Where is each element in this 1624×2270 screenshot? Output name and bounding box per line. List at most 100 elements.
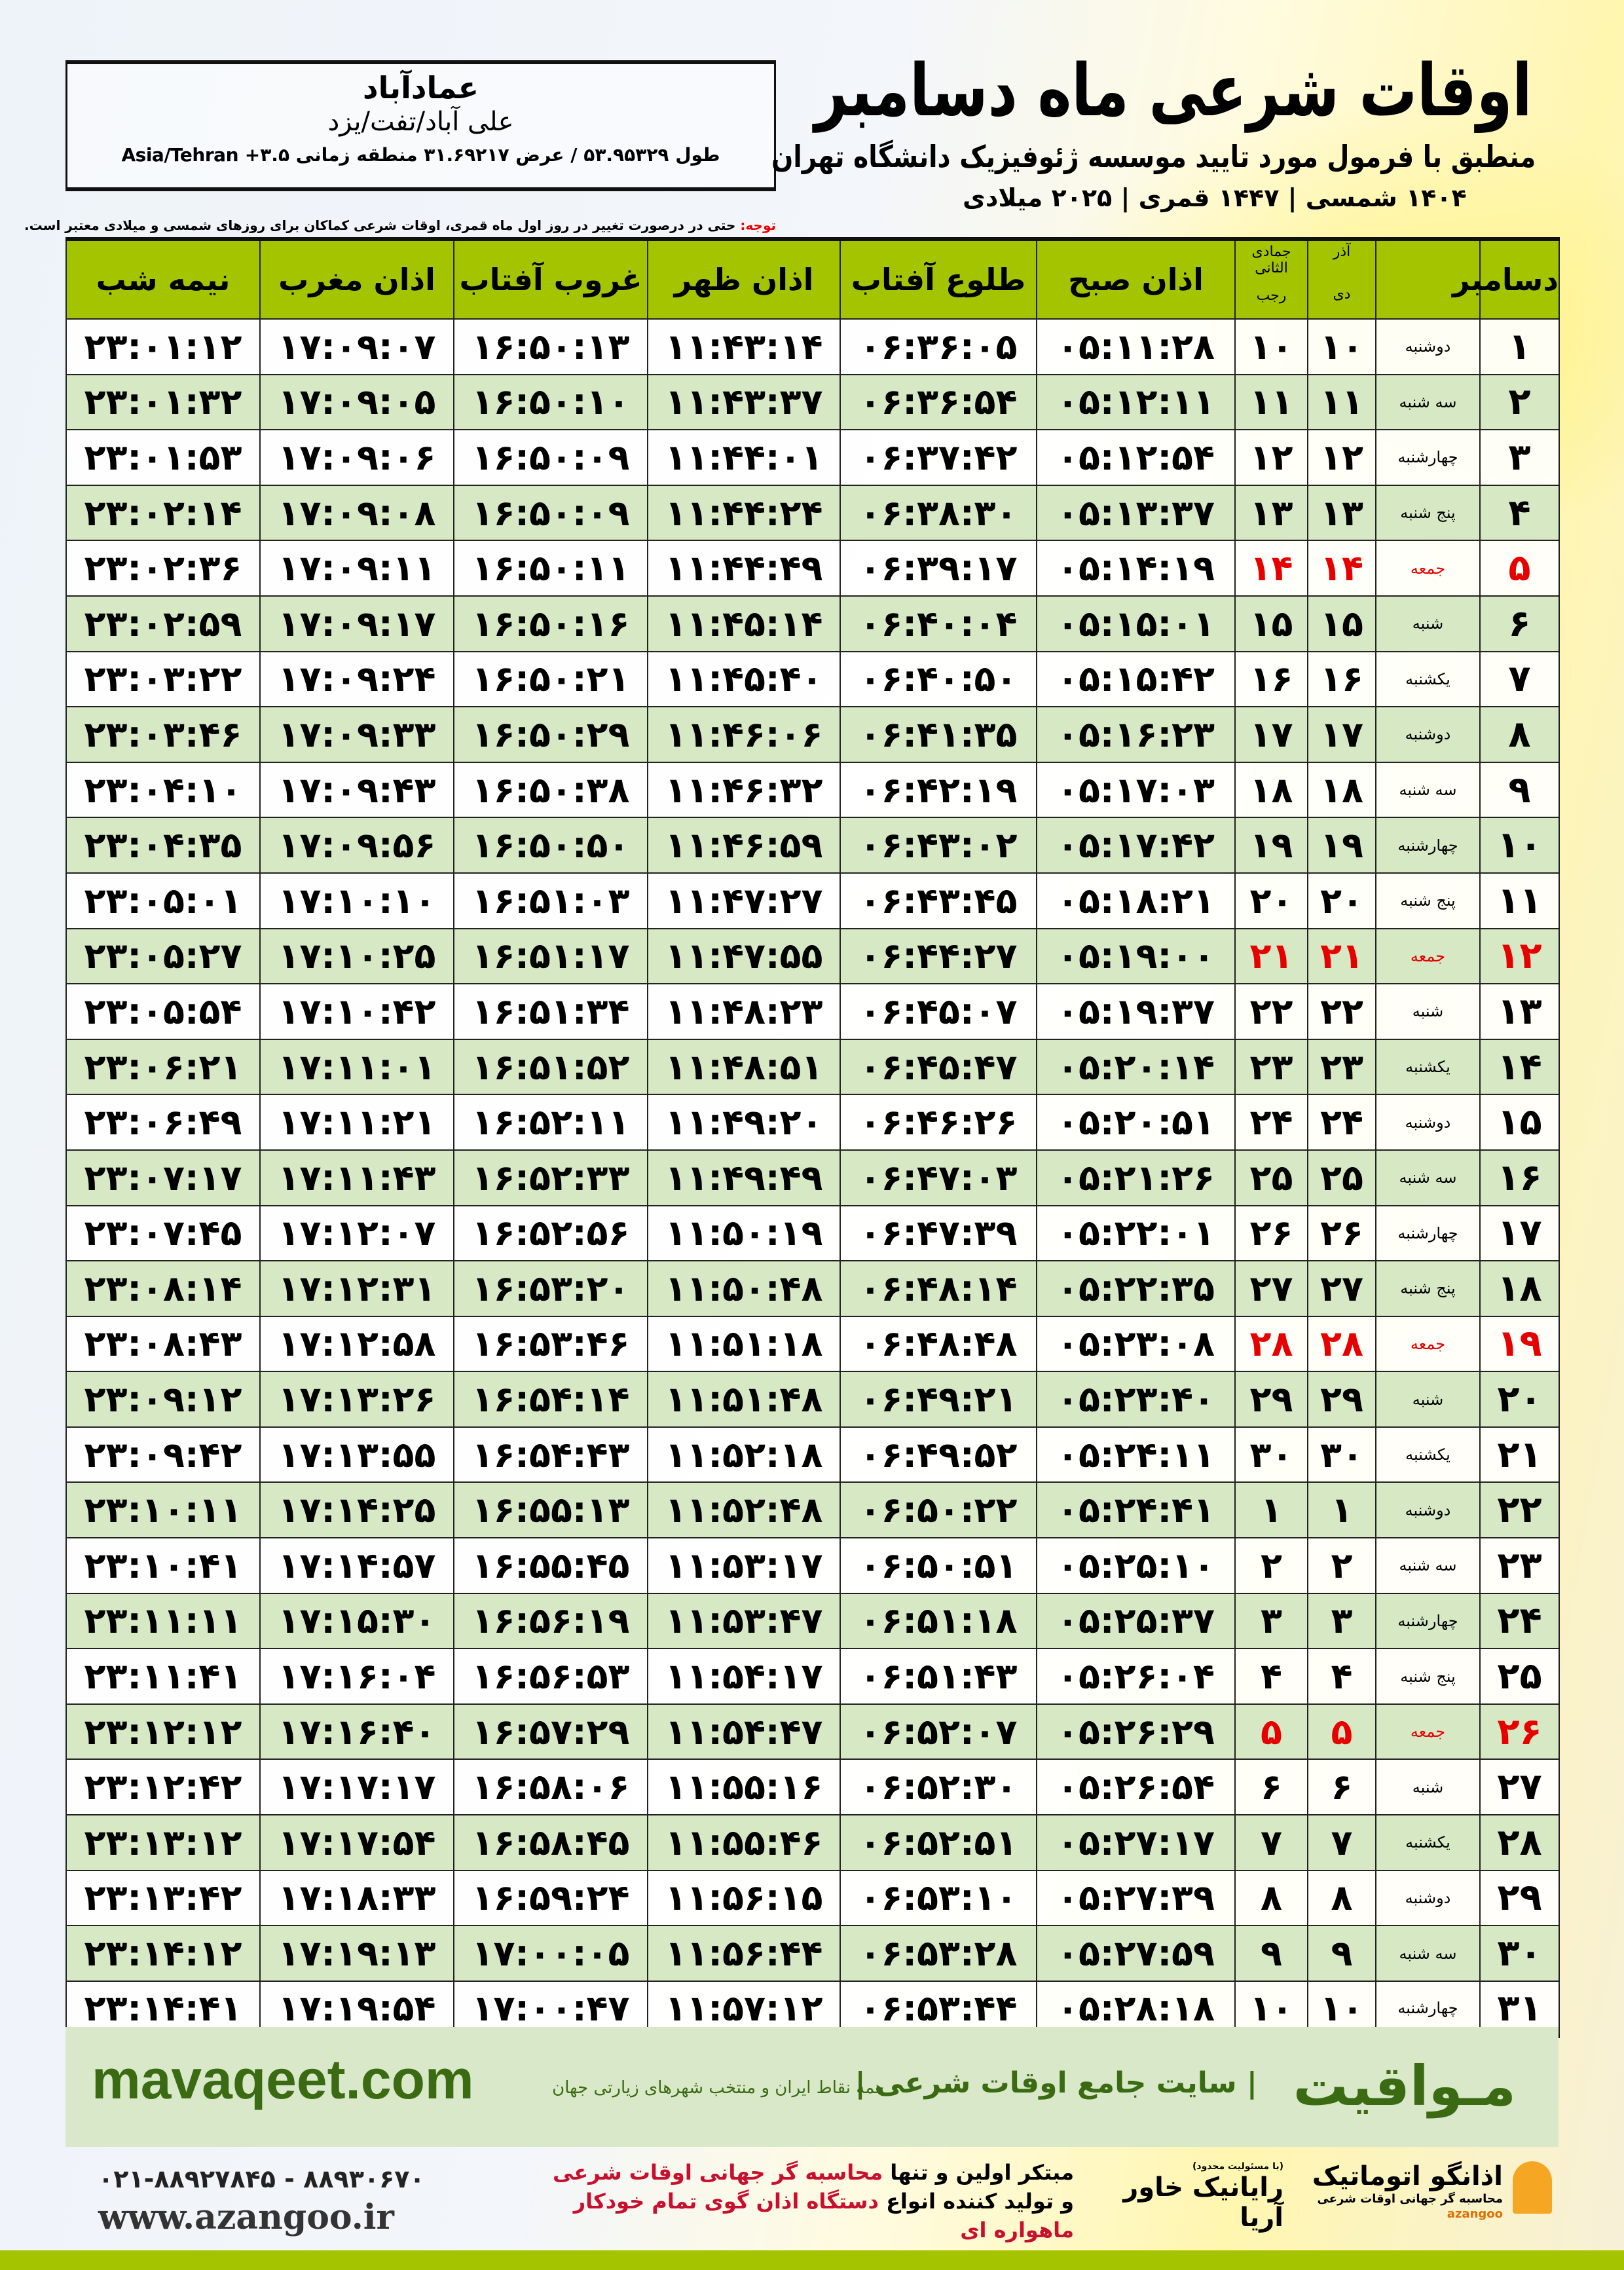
sunset-time: ۱۶:۵۰:۰۹ — [453, 429, 648, 486]
maghrib-time: ۱۷:۱۸:۳۳ — [259, 1869, 454, 1927]
fajr-time: ۰۵:۲۷:۵۹ — [1036, 1925, 1236, 1982]
weekday: یکشنبه — [1375, 1038, 1481, 1096]
header-qamari: جمادی الثانی رجب — [1234, 237, 1308, 320]
table-row: ۲۱ یکشنبه ۳۰ ۳۰ ۰۵:۲۴:۱۱ ۰۶:۴۹:۵۲ ۱۱:۵۲:۱۸ ۱۶:۵… — [65, 1426, 1560, 1483]
shamsi-day: ۱۷ — [1307, 706, 1376, 763]
maghrib-time: ۱۷:۱۶:۰۴ — [259, 1648, 454, 1705]
sunrise-time: ۰۶:۴۰:۰۴ — [840, 595, 1037, 652]
dhuhr-time: ۱۱:۵۴:۱۷ — [647, 1648, 841, 1705]
qamari-day: ۲۷ — [1234, 1260, 1308, 1317]
day-number: ۲۱ — [1479, 1426, 1560, 1483]
weekday: پنج شنبه — [1375, 484, 1481, 542]
day-number: ۲۰ — [1479, 1371, 1560, 1428]
sunrise-time: ۰۶:۴۲:۱۹ — [840, 761, 1037, 819]
dhuhr-time: ۱۱:۴۴:۲۴ — [647, 484, 841, 542]
dhuhr-time: ۱۱:۵۰:۱۹ — [647, 1204, 841, 1262]
shamsi-day: ۱۹ — [1307, 817, 1376, 874]
qamari-day: ۴ — [1234, 1648, 1308, 1705]
azangoo-logo: اذانگو اتوماتیک محاسبه گر جهانی اوقات شرع… — [1312, 2161, 1503, 2222]
table-row: ۱۴ یکشنبه ۲۳ ۲۳ ۰۵:۲۰:۱۴ ۰۶:۴۵:۴۷ ۱۱:۴۸:۵۱ ۱۶:۵… — [65, 1038, 1560, 1096]
shamsi-day: ۲۵ — [1307, 1149, 1376, 1206]
sunrise-time: ۰۶:۴۴:۲۷ — [840, 927, 1037, 985]
dhuhr-time: ۱۱:۵۵:۱۶ — [647, 1758, 841, 1816]
day-number: ۲۶ — [1479, 1703, 1560, 1760]
dhuhr-time: ۱۱:۴۴:۰۱ — [647, 429, 841, 486]
maghrib-time: ۱۷:۱۷:۱۷ — [259, 1758, 454, 1816]
fajr-time: ۰۵:۱۵:۰۱ — [1036, 595, 1236, 652]
qamari-day: ۶ — [1234, 1758, 1308, 1816]
sunset-time: ۱۶:۵۰:۱۰ — [453, 373, 648, 431]
qamari-day: ۳ — [1234, 1592, 1308, 1650]
qamari-day: ۳۰ — [1234, 1426, 1308, 1483]
fajr-time: ۰۵:۱۵:۴۲ — [1036, 650, 1236, 708]
sunset-time: ۱۶:۵۹:۲۴ — [453, 1869, 648, 1927]
maghrib-time: ۱۷:۰۹:۲۴ — [259, 650, 454, 708]
weekday: سه شنبه — [1375, 1537, 1481, 1594]
weekday: چهارشنبه — [1375, 429, 1481, 486]
qamari-day: ۱۱ — [1234, 373, 1308, 431]
table-row: ۲۸ یکشنبه ۷ ۷ ۰۵:۲۷:۱۷ ۰۶:۵۲:۵۱ ۱۱:۵۵:۴۶ ۱۶:۵۸:… — [65, 1814, 1560, 1871]
header-weekday — [1375, 237, 1481, 320]
prayer-times-table: دسامبر آذر دی جمادی الثانی رجب اذان صبح طل… — [65, 237, 1560, 2039]
fajr-time: ۰۵:۲۲:۰۱ — [1036, 1204, 1236, 1262]
sunrise-time: ۰۶:۴۳:۴۵ — [840, 872, 1037, 929]
bottom-bar — [0, 2250, 1624, 2270]
qamari-day: ۷ — [1234, 1814, 1308, 1871]
table-row: ۱ دوشنبه ۱۰ ۱۰ ۰۵:۱۱:۲۸ ۰۶:۳۶:۰۵ ۱۱:۴۳:۱۴ ۱۶:۵۰… — [65, 318, 1560, 375]
dhuhr-time: ۱۱:۵۳:۴۷ — [647, 1592, 841, 1650]
shamsi-day: ۲۴ — [1307, 1094, 1376, 1151]
weekday: دوشنبه — [1375, 1094, 1481, 1151]
dhuhr-time: ۱۱:۵۰:۴۸ — [647, 1260, 841, 1317]
shamsi-day: ۲۷ — [1307, 1260, 1376, 1317]
day-number: ۳ — [1479, 429, 1560, 486]
weekday: سه شنبه — [1375, 1149, 1481, 1206]
day-number: ۲۵ — [1479, 1648, 1560, 1705]
midnight-time: ۲۳:۰۴:۱۰ — [65, 761, 261, 819]
sunrise-time: ۰۶:۵۲:۳۰ — [840, 1758, 1037, 1816]
dhuhr-time: ۱۱:۴۴:۴۹ — [647, 540, 841, 597]
dhuhr-time: ۱۱:۵۲:۱۸ — [647, 1426, 841, 1483]
midnight-time: ۲۳:۰۸:۴۳ — [65, 1315, 261, 1373]
qamari-day: ۱۲ — [1234, 429, 1308, 486]
sunrise-time: ۰۶:۵۰:۲۲ — [840, 1481, 1037, 1539]
weekday: شنبه — [1375, 595, 1481, 652]
sunrise-time: ۰۶:۴۵:۴۷ — [840, 1038, 1037, 1096]
sunrise-time: ۰۶:۴۸:۴۸ — [840, 1315, 1037, 1373]
table-row: ۱۵ دوشنبه ۲۴ ۲۴ ۰۵:۲۰:۵۱ ۰۶:۴۶:۲۶ ۱۱:۴۹:۲۰ ۱۶:۵… — [65, 1094, 1560, 1151]
weekday: پنج شنبه — [1375, 1260, 1481, 1317]
maghrib-time: ۱۷:۱۲:۳۱ — [259, 1260, 454, 1317]
table-row: ۱۲ جمعه ۲۱ ۲۱ ۰۵:۱۹:۰۰ ۰۶:۴۴:۲۷ ۱۱:۴۷:۵۵ ۱۶:۵۱:… — [65, 927, 1560, 985]
shamsi-day: ۵ — [1307, 1703, 1376, 1760]
table-row: ۲۵ پنج شنبه ۴ ۴ ۰۵:۲۶:۰۴ ۰۶:۵۱:۴۳ ۱۱:۵۴:۱۷ ۱۶:۵… — [65, 1648, 1560, 1705]
maghrib-time: ۱۷:۰۹:۰۷ — [259, 318, 454, 375]
sunset-time: ۱۶:۵۱:۳۴ — [453, 983, 648, 1040]
midnight-time: ۲۳:۰۸:۱۴ — [65, 1260, 261, 1317]
maghrib-time: ۱۷:۰۹:۰۸ — [259, 484, 454, 542]
fajr-time: ۰۵:۲۷:۱۷ — [1036, 1814, 1236, 1871]
sunrise-time: ۰۶:۵۱:۱۸ — [840, 1592, 1037, 1650]
qamari-day: ۲۳ — [1234, 1038, 1308, 1096]
table-row: ۲۲ دوشنبه ۱ ۱ ۰۵:۲۴:۴۱ ۰۶:۵۰:۲۲ ۱۱:۵۲:۴۸ ۱۶:۵۵:… — [65, 1481, 1560, 1539]
azangoo-link[interactable]: www.azangoo.ir — [98, 2197, 394, 2237]
fajr-time: ۰۵:۱۲:۱۱ — [1036, 373, 1236, 431]
maghrib-time: ۱۷:۱۴:۵۷ — [259, 1537, 454, 1594]
sunrise-time: ۰۶:۳۶:۰۵ — [840, 318, 1037, 375]
mavaqeet-logo: مـواقیت — [1293, 2054, 1516, 2118]
day-number: ۸ — [1479, 706, 1560, 763]
fajr-time: ۰۵:۲۷:۳۹ — [1036, 1869, 1236, 1927]
weekday: دوشنبه — [1375, 706, 1481, 763]
day-number: ۲۲ — [1479, 1481, 1560, 1539]
mavaqeet-link[interactable]: mavaqeet.com — [92, 2049, 474, 2110]
dhuhr-time: ۱۱:۴۵:۱۴ — [647, 595, 841, 652]
midnight-time: ۲۳:۰۵:۰۱ — [65, 872, 261, 929]
qamari-day: ۱ — [1234, 1481, 1308, 1539]
day-number: ۲۹ — [1479, 1869, 1560, 1927]
sunset-time: ۱۶:۵۰:۲۹ — [453, 706, 648, 763]
sunset-time: ۱۶:۵۷:۲۹ — [453, 1703, 648, 1760]
maghrib-time: ۱۷:۰۹:۱۷ — [259, 595, 454, 652]
maghrib-time: ۱۷:۰۹:۱۱ — [259, 540, 454, 597]
day-number: ۱۹ — [1479, 1315, 1560, 1373]
fajr-time: ۰۵:۱۱:۲۸ — [1036, 318, 1236, 375]
qamari-day: ۱۳ — [1234, 484, 1308, 542]
day-number: ۶ — [1479, 595, 1560, 652]
